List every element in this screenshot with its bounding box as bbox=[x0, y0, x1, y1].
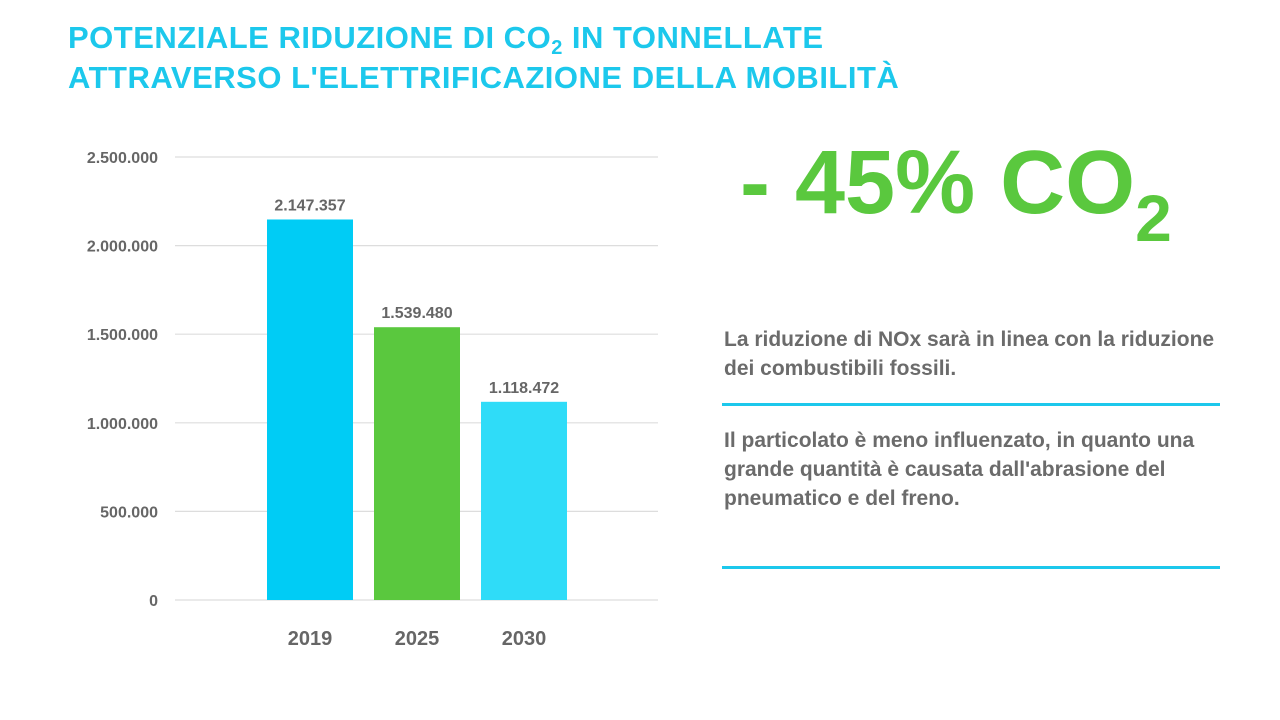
nox-note: La riduzione di NOx sarà in linea con la… bbox=[724, 328, 1215, 380]
y-tick-label: 500.000 bbox=[100, 504, 158, 521]
bar-2025 bbox=[374, 327, 460, 600]
bar-2030 bbox=[481, 401, 567, 600]
divider-bottom bbox=[722, 566, 1220, 569]
data-label: 1.118.472 bbox=[489, 380, 559, 397]
co2-reduction-headline: - 45% CO2 bbox=[740, 133, 1172, 255]
y-tick-label: 2.000.000 bbox=[87, 239, 158, 256]
title-line2: ATTRAVERSO L'ELETTRIFICAZIONE DELLA MOBI… bbox=[68, 60, 900, 95]
bar-chart: 0 500.000 1.000.000 1.500.000 2.000.000 2.500… bbox=[87, 150, 658, 650]
bar-2019 bbox=[267, 219, 353, 600]
y-tick-label: 2.500.000 bbox=[87, 150, 158, 167]
page-title: POTENZIALE RIDUZIONE DI CO2 IN TONNELLAT… bbox=[68, 20, 899, 95]
data-label: 2.147.357 bbox=[274, 197, 345, 214]
divider-top bbox=[722, 403, 1220, 406]
particulate-note: Il particolato è meno influenzato, in qu… bbox=[724, 429, 1195, 510]
title-line1: POTENZIALE RIDUZIONE DI CO2 IN TONNELLAT… bbox=[68, 20, 824, 59]
x-tick-label: 2030 bbox=[502, 628, 547, 650]
y-tick-label: 1.500.000 bbox=[87, 327, 158, 344]
y-tick-label: 0 bbox=[149, 593, 158, 610]
x-tick-label: 2019 bbox=[288, 628, 333, 650]
y-tick-label: 1.000.000 bbox=[87, 416, 158, 433]
data-label: 1.539.480 bbox=[381, 305, 452, 322]
x-tick-label: 2025 bbox=[395, 628, 440, 650]
